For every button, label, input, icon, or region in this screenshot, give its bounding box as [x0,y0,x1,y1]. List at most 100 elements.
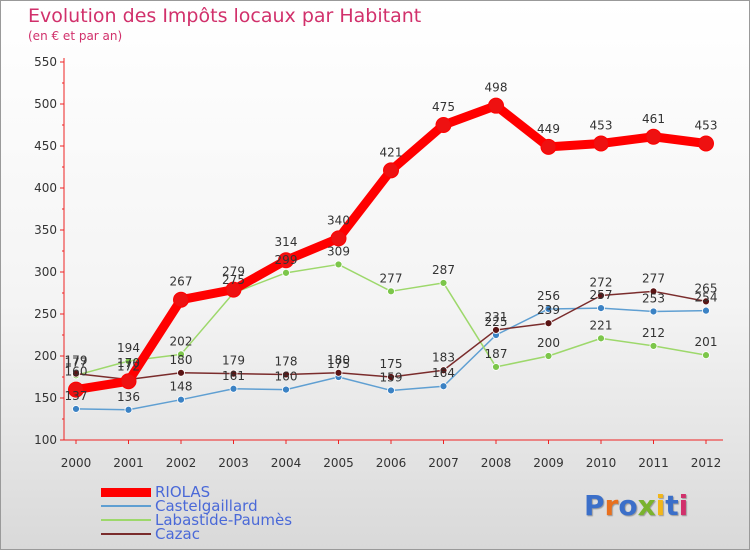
data-label-labastide-paumes: 202 [170,334,193,348]
data-label-cazac: 179 [222,354,245,368]
legend-swatch-riolas [101,487,151,497]
data-label-cazac: 175 [380,357,403,371]
data-point-riolas [540,138,557,155]
data-point-labastide-paumes [334,260,343,269]
data-label-cazac: 239 [537,303,560,317]
data-point-castelgaillard [702,306,710,315]
data-label-castelgaillard: 136 [117,390,140,404]
data-label-cazac: 179 [65,354,88,368]
data-point-riolas [120,373,137,390]
logo-letter: i [678,489,689,522]
data-point-labastide-paumes [492,363,500,371]
legend-item-cazac: Cazac [101,525,421,543]
data-point-cazac [282,370,290,379]
data-label-riolas: 421 [380,145,403,159]
data-point-riolas [435,117,452,133]
data-point-cazac [492,326,500,334]
legend-swatch-castelgaillard [101,505,151,507]
data-point-cazac [334,368,343,377]
chart-legend: RIOLAS Castelgaillard Labastide-Paumès C… [101,483,421,543]
data-point-labastide-paumes [544,352,553,360]
data-point-cazac [72,369,80,378]
x-tick-label: 2012 [691,456,722,470]
data-label-riolas: 314 [275,235,298,249]
data-label-labastide-paumes: 200 [537,336,560,350]
data-point-castelgaillard [282,385,290,394]
y-tick-label: 450 [34,139,57,153]
legend-label-castelgaillard: Castelgaillard [155,497,258,515]
x-tick-label: 2007 [428,456,459,470]
data-label-labastide-paumes: 187 [485,347,508,361]
y-tick-label: 550 [34,55,57,69]
data-label-riolas: 267 [170,275,193,289]
x-tick-label: 2004 [271,456,302,470]
data-label-labastide-paumes: 194 [117,341,140,355]
y-tick-label: 500 [34,97,57,111]
data-label-labastide-paumes: 277 [380,271,403,285]
x-tick-label: 2001 [113,456,144,470]
data-point-cazac [544,319,553,328]
data-label-labastide-paumes: 299 [275,253,298,267]
data-point-castelgaillard [439,382,448,391]
data-label-castelgaillard: 254 [695,291,718,305]
x-tick-label: 2003 [218,456,249,470]
data-point-riolas [173,291,189,308]
data-label-castelgaillard: 175 [327,357,350,371]
legend-swatch-labastide-paumes [101,519,151,521]
series-riolas [68,97,714,398]
data-label-riolas: 160 [65,365,88,379]
x-tick-label: 2005 [323,456,354,470]
data-label-labastide-paumes: 275 [222,273,245,287]
series-castelgaillard [72,304,710,414]
legend-item-labastide-paumes: Labastide-Paumès [101,511,421,529]
data-label-cazac: 265 [695,281,718,295]
data-point-riolas [225,281,242,298]
proxiti-logo: Proxiti [584,489,688,522]
data-label-riolas: 170 [117,356,140,370]
data-point-riolas [698,135,714,152]
data-label-riolas: 449 [537,122,560,136]
data-point-castelgaillard [387,386,395,395]
data-label-riolas: 340 [327,213,350,227]
data-point-labastide-paumes [597,334,605,343]
data-label-cazac: 180 [327,353,350,367]
legend-item-castelgaillard: Castelgaillard [101,497,421,515]
data-point-castelgaillard [544,305,553,313]
logo-letter: o [618,489,638,522]
data-label-castelgaillard: 160 [275,370,298,384]
data-label-cazac: 231 [485,310,508,324]
data-label-castelgaillard: 148 [170,380,193,394]
data-point-castelgaillard [124,405,133,414]
x-tick-label: 2006 [376,456,407,470]
data-point-cazac [229,369,238,378]
data-label-cazac: 178 [275,354,298,368]
chart-title: Evolution des Impôts locaux par Habitant [28,5,422,27]
data-point-riolas [593,135,609,152]
data-label-castelgaillard: 164 [432,366,455,380]
data-point-castelgaillard [177,395,185,404]
legend-label-labastide-paumes: Labastide-Paumès [155,511,293,529]
data-label-riolas: 453 [695,118,718,132]
logo-letter: P [584,489,605,522]
data-point-riolas [278,252,294,269]
data-point-castelgaillard [72,405,80,413]
y-tick-label: 100 [34,433,57,447]
data-label-castelgaillard: 257 [590,288,613,302]
data-point-riolas [488,97,504,114]
data-point-castelgaillard [229,384,238,393]
y-tick-label: 350 [34,223,57,237]
data-label-castelgaillard: 137 [65,389,88,403]
data-point-cazac [387,373,395,381]
data-label-riolas: 279 [222,265,245,279]
data-label-castelgaillard: 161 [222,369,245,383]
x-tick-label: 2008 [481,456,512,470]
data-label-cazac: 183 [432,350,455,364]
data-label-cazac: 180 [170,353,193,367]
data-label-castelgaillard: 225 [485,315,508,329]
data-point-riolas [330,230,347,247]
data-point-castelgaillard [649,307,658,316]
data-label-castelgaillard: 253 [642,291,665,305]
data-point-cazac [597,291,605,300]
data-point-riolas [68,381,84,398]
